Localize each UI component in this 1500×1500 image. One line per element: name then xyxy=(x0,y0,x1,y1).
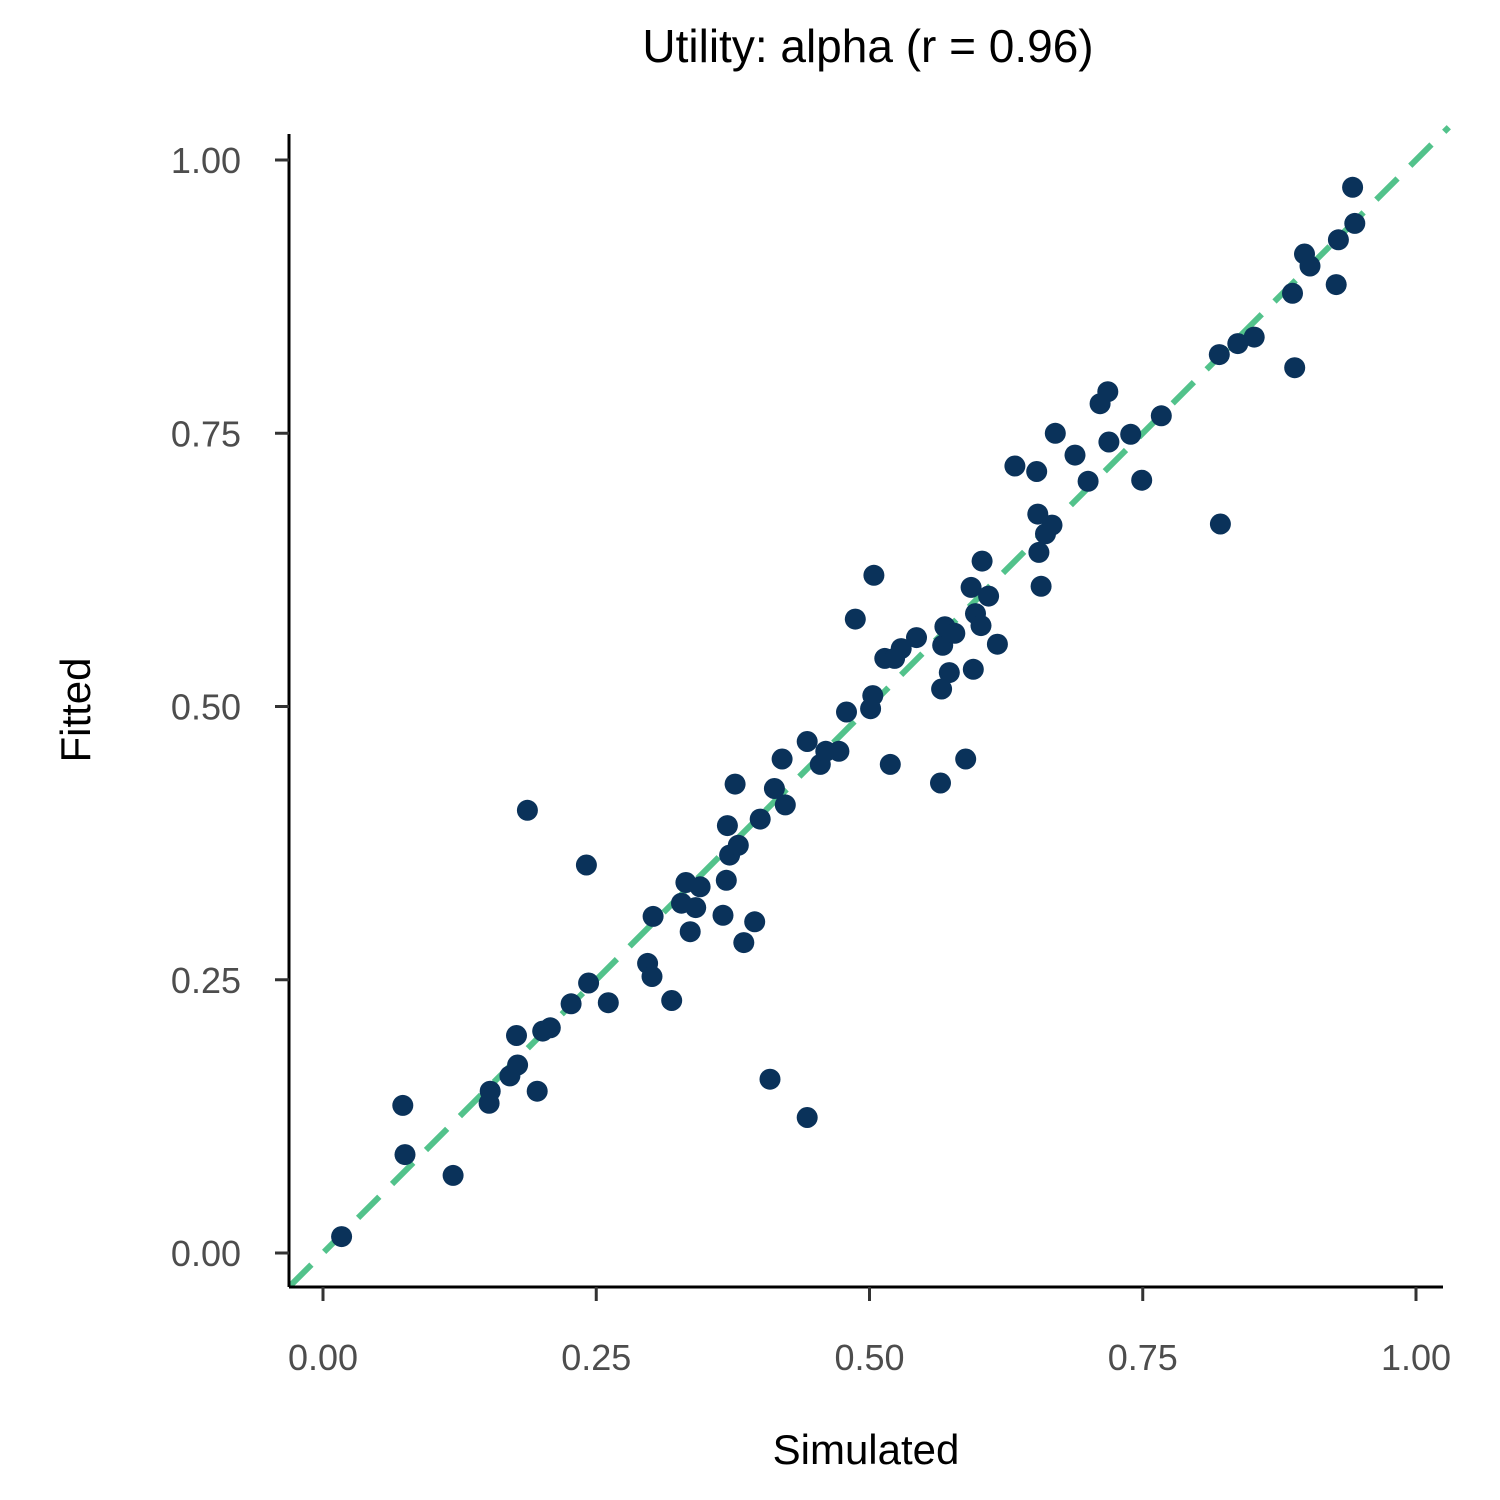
y-tick-label: 1.00 xyxy=(171,140,241,181)
data-point xyxy=(1027,503,1049,525)
data-point xyxy=(712,904,734,926)
data-point xyxy=(575,854,597,876)
x-tick-label: 0.75 xyxy=(1108,1337,1178,1378)
data-point xyxy=(862,685,884,707)
data-point xyxy=(938,662,960,684)
data-point xyxy=(879,753,901,775)
y-tick-label: 0.50 xyxy=(171,687,241,728)
data-point xyxy=(749,808,771,830)
data-point xyxy=(836,701,857,723)
data-point xyxy=(960,576,982,598)
data-point xyxy=(944,622,966,644)
points-layer xyxy=(331,176,1366,1248)
y-axis-ticks: 0.00 0.25 0.50 0.75 1.00 xyxy=(171,140,289,1274)
data-point xyxy=(506,1025,527,1046)
data-point xyxy=(906,627,927,649)
data-point xyxy=(1026,461,1048,482)
data-point xyxy=(774,794,796,816)
data-point xyxy=(560,993,582,1015)
plot-area xyxy=(288,125,1451,1288)
x-tick-label: 0.00 xyxy=(288,1337,358,1378)
x-axis-label: Simulated xyxy=(773,1426,960,1473)
data-point xyxy=(1325,274,1347,296)
data-point xyxy=(507,1054,529,1076)
data-point xyxy=(796,731,818,752)
data-point xyxy=(1208,344,1230,366)
x-tick-label: 1.00 xyxy=(1381,1337,1451,1378)
data-point xyxy=(1284,357,1306,379)
data-point xyxy=(1209,513,1231,535)
data-point xyxy=(1004,455,1026,477)
data-point xyxy=(394,1144,416,1166)
data-point xyxy=(1044,422,1066,444)
data-point xyxy=(890,638,912,660)
data-point xyxy=(1243,326,1265,348)
data-point xyxy=(1299,255,1321,277)
data-point xyxy=(641,966,663,987)
data-point xyxy=(828,740,850,762)
data-point xyxy=(986,633,1008,655)
x-tick-label: 0.25 xyxy=(561,1337,631,1378)
x-axis-ticks: 0.00 0.25 0.50 0.75 1.00 xyxy=(288,1287,1451,1378)
data-point xyxy=(733,932,755,954)
data-point xyxy=(962,658,984,680)
data-point xyxy=(970,615,992,637)
data-point xyxy=(771,748,793,770)
data-point xyxy=(715,869,737,891)
data-point xyxy=(1150,405,1172,427)
data-point xyxy=(1077,470,1099,492)
data-point xyxy=(661,990,683,1011)
data-point xyxy=(759,1068,781,1090)
data-point xyxy=(971,550,993,572)
data-point xyxy=(679,921,701,943)
data-point xyxy=(978,585,1000,607)
data-point xyxy=(578,972,600,994)
data-point xyxy=(863,564,885,586)
data-point xyxy=(539,1017,561,1039)
data-point xyxy=(392,1094,414,1116)
data-point xyxy=(763,778,785,799)
data-point xyxy=(1098,431,1120,453)
data-point xyxy=(1028,541,1050,563)
data-point xyxy=(1097,381,1119,403)
data-point xyxy=(442,1164,464,1186)
data-point xyxy=(744,911,766,933)
data-point xyxy=(1282,282,1303,304)
y-tick-label: 0.75 xyxy=(171,413,241,454)
data-point xyxy=(1131,469,1153,491)
data-point xyxy=(1344,212,1366,234)
y-axis-label: Fitted xyxy=(52,657,99,762)
data-point xyxy=(1327,229,1349,251)
data-point xyxy=(1030,575,1052,597)
data-point xyxy=(930,772,951,794)
y-tick-label: 0.00 xyxy=(171,1233,241,1274)
data-point xyxy=(685,897,707,919)
chart-title: Utility: alpha (r = 0.96) xyxy=(642,20,1093,72)
data-point xyxy=(479,1080,501,1102)
data-point xyxy=(727,834,749,856)
data-point xyxy=(331,1226,353,1248)
data-point xyxy=(955,748,977,770)
data-point xyxy=(1041,514,1063,536)
data-point xyxy=(1064,444,1086,466)
data-point xyxy=(516,799,538,821)
data-point xyxy=(1120,423,1142,445)
x-tick-label: 0.50 xyxy=(834,1337,904,1378)
data-point xyxy=(931,678,953,700)
y-tick-label: 0.25 xyxy=(171,960,241,1001)
data-point xyxy=(526,1080,548,1102)
data-point xyxy=(716,815,738,837)
data-point xyxy=(724,773,746,795)
data-point xyxy=(796,1107,818,1128)
data-point xyxy=(844,608,866,630)
data-point xyxy=(689,876,711,898)
data-point xyxy=(597,992,619,1014)
data-point xyxy=(642,905,664,927)
data-point xyxy=(1227,333,1249,355)
data-point xyxy=(1342,176,1364,198)
